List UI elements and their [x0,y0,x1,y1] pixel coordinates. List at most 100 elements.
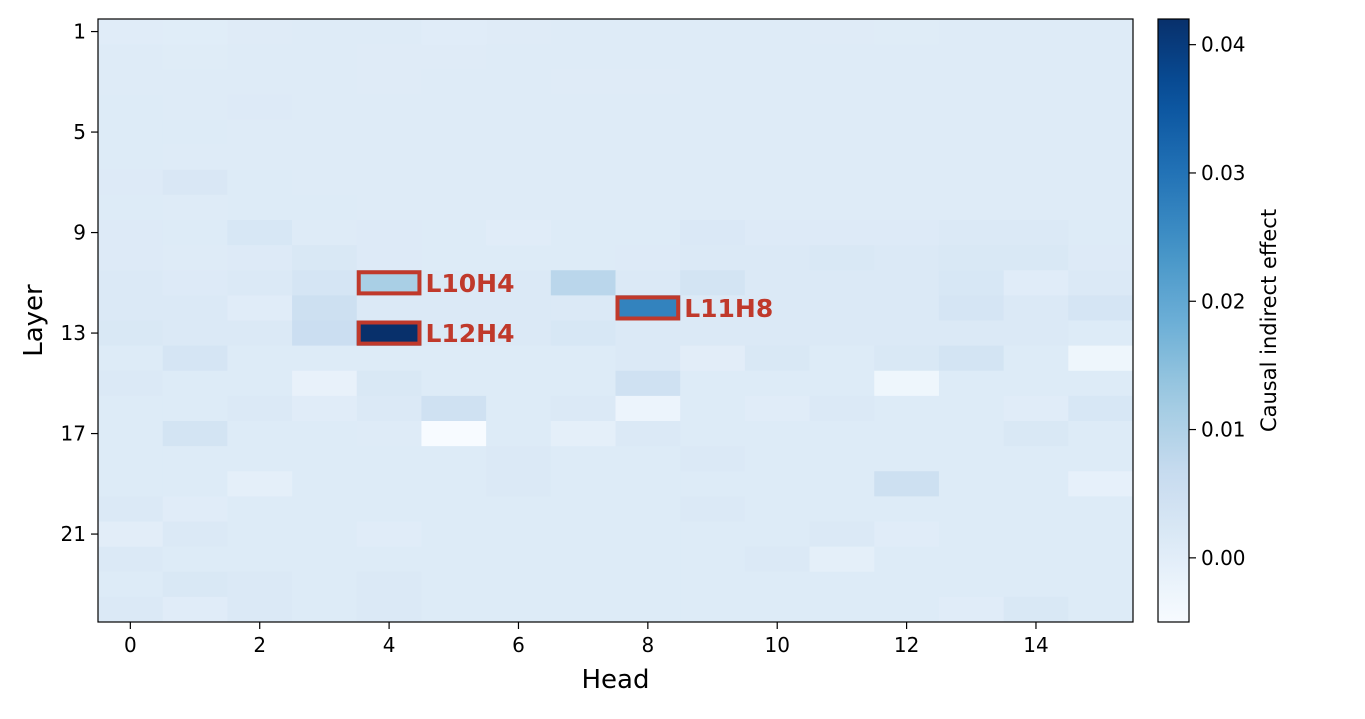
heat-cell-l1-h7 [550,19,616,45]
heat-cell-l15-h2 [227,370,293,397]
heat-cell-l22-h4 [356,546,422,573]
heat-cell-l13-h0 [98,320,164,347]
heat-cell-l17-h6 [486,421,552,447]
heat-cell-l12-h14 [1003,295,1069,321]
heat-cell-l21-h10 [744,521,810,548]
heat-cell-l17-h12 [874,421,940,447]
annotation-box-l12h4 [356,320,422,346]
heat-cell-l9-h5 [421,220,487,246]
heat-cell-l16-h15 [1068,395,1134,422]
heat-cell-l1-h8 [615,19,681,45]
heat-cell-l24-h2 [227,596,293,623]
heat-cell-l18-h5 [421,446,487,472]
heat-cell-l16-h1 [162,395,228,422]
heat-cell-l8-h4 [356,194,422,221]
heat-cell-l14-h8 [615,345,681,372]
heat-cell-l23-h15 [1068,571,1134,598]
heat-cell-l19-h5 [421,471,487,497]
heat-cell-l2-h7 [550,44,616,70]
heat-cell-l20-h15 [1068,496,1134,522]
heat-cell-l8-h13 [938,194,1005,221]
heat-cell-l8-h9 [680,194,746,221]
heat-cell-l19-h2 [227,471,293,497]
heat-cell-l10-h4 [356,245,422,271]
y-axis-label: Layer [19,284,49,357]
heat-cell-l3-h9 [680,69,746,95]
heat-cell-l6-h7 [550,144,616,171]
heat-cell-l20-h10 [744,496,810,522]
heat-cell-l19-h8 [615,471,681,497]
heat-cell-l15-h7 [550,370,616,397]
heat-cell-l9-h14 [1003,220,1069,246]
heat-cell-l13-h5 [421,320,487,347]
heat-cell-l1-h1 [162,19,228,45]
heat-cell-l13-h9 [680,320,746,347]
heat-cell-l16-h14 [1003,395,1069,422]
heat-cell-l16-h7 [550,395,616,422]
heat-cell-l5-h12 [874,119,940,146]
heat-cell-l8-h2 [227,194,293,221]
heat-cell-l6-h5 [421,144,487,171]
heat-cell-l23-h6 [486,571,552,598]
heat-cell-l18-h7 [550,446,616,472]
heat-cell-l7-h2 [227,169,293,196]
heat-cell-l18-h0 [98,446,164,472]
y-tick-label: 1 [73,20,86,44]
heat-cell-l12-h5 [421,295,487,321]
heat-cell-l23-h3 [292,571,358,598]
heat-cell-l2-h2 [227,44,293,70]
heat-cell-l10-h10 [744,245,810,271]
heat-cell-l15-h1 [162,370,228,397]
heat-cell-l23-h13 [938,571,1005,598]
heat-cell-l3-h13 [938,69,1005,95]
heat-cell-l12-h6 [486,295,552,321]
heat-cell-l16-h13 [938,395,1005,422]
heat-cell-l7-h4 [356,169,422,196]
heat-cell-l12-h12 [874,295,940,321]
heat-cell-l19-h11 [809,471,875,497]
heat-cell-l23-h14 [1003,571,1069,598]
heat-cell-l23-h1 [162,571,228,598]
heat-cell-l2-h8 [615,44,681,70]
heat-cell-l18-h13 [938,446,1005,472]
heat-cell-l22-h5 [421,546,487,573]
heat-cell-l15-h12 [874,370,940,397]
heat-cell-l19-h6 [486,471,552,497]
heat-cell-l11-h3 [292,270,358,296]
heat-cell-l11-h14 [1003,270,1069,296]
heat-cell-l12-h9 [680,295,746,321]
heat-cell-l15-h11 [809,370,875,397]
heat-cell-l6-h13 [938,144,1005,171]
heat-cell-l22-h8 [615,546,681,573]
heat-cell-l6-h4 [356,144,422,171]
heat-cell-l9-h1 [162,220,228,246]
heat-cell-l14-h12 [874,345,940,372]
heat-cell-l18-h14 [1003,446,1069,472]
heat-cell-l13-h6 [486,320,552,347]
heat-cell-l4-h5 [421,94,487,120]
heat-cell-l24-h0 [98,596,164,623]
heat-cell-l5-h8 [615,119,681,146]
heat-cell-l12-h3 [292,295,358,321]
heat-cell-l22-h12 [874,546,940,573]
heat-cell-l24-h4 [356,596,422,623]
heat-cell-l3-h8 [615,69,681,95]
heat-cell-l9-h2 [227,220,293,246]
heat-cell-l17-h5 [421,421,487,447]
heat-cell-l13-h14 [1003,320,1069,347]
heat-cell-l4-h10 [744,94,810,120]
heat-cell-l16-h3 [292,395,358,422]
heat-cell-l22-h2 [227,546,293,573]
heat-cell-l7-h9 [680,169,746,196]
heat-cell-l13-h15 [1068,320,1134,347]
heat-cell-l13-h11 [809,320,875,347]
heat-cell-l10-h13 [938,245,1005,271]
y-tick-label: 21 [61,522,86,546]
heat-cell-l23-h8 [615,571,681,598]
heat-cell-l3-h5 [421,69,487,95]
heat-cell-l15-h0 [98,370,164,397]
heat-cell-l17-h10 [744,421,810,447]
heat-cell-l1-h12 [874,19,940,45]
heat-cell-l9-h10 [744,220,810,246]
